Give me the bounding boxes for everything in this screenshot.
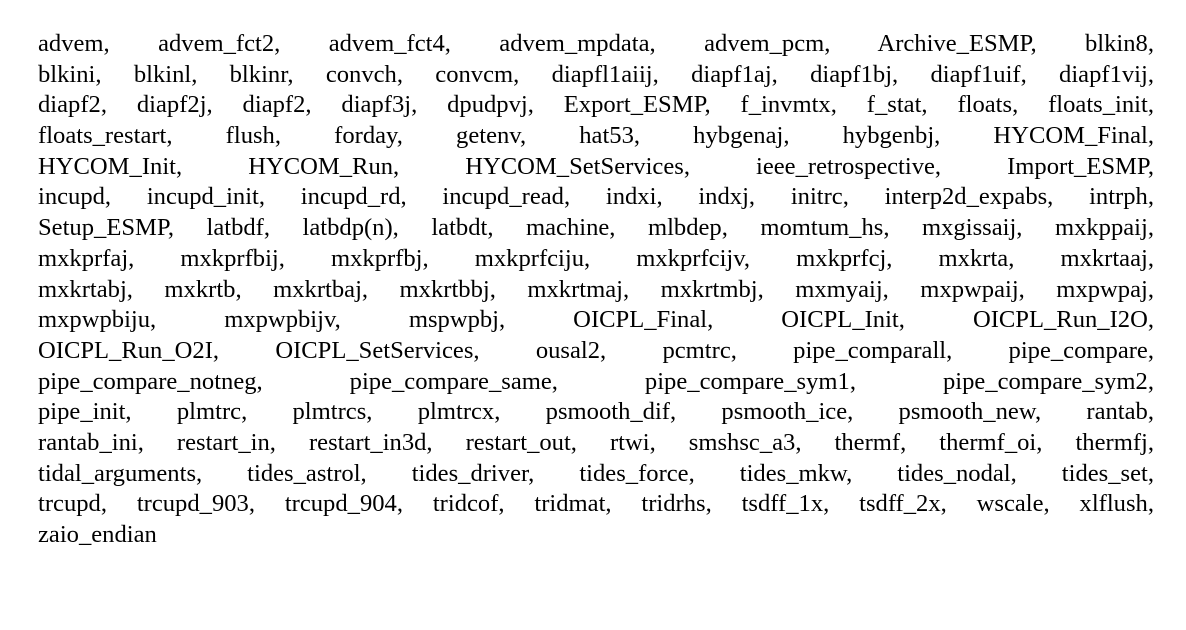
text-line: mxkrtabj, mxkrtb, mxkrtbaj, mxkrtbbj, mx… <box>38 275 1154 303</box>
text-line: OICPL_Run_O2I, OICPL_SetServices, ousal2… <box>38 336 1154 364</box>
text-line: floats_restart, flush, forday, getenv, h… <box>38 122 1154 150</box>
text-line: mxkprfaj, mxkprfbij, mxkprfbj, mxkprfcij… <box>38 244 1154 272</box>
text-line: incupd, incupd_init, incupd_rd, incupd_r… <box>38 183 1154 211</box>
text-line: HYCOM_Init, HYCOM_Run, HYCOM_SetServices… <box>38 152 1154 180</box>
subroutine-list-paragraph: advem, advem_fct2, advem_fct4, advem_mpd… <box>38 29 1154 551</box>
text-line: blkini, blkinl, blkinr, convch, convcm, … <box>38 60 1154 88</box>
text-line: mxpwpbiju, mxpwpbijv, mspwpbj, OICPL_Fin… <box>38 306 1154 334</box>
text-line: advem, advem_fct2, advem_fct4, advem_mpd… <box>38 30 1154 57</box>
text-line: pipe_compare_notneg, pipe_compare_same, … <box>38 367 1154 395</box>
text-line: tidal_arguments, tides_astrol, tides_dri… <box>38 459 1154 487</box>
text-line: Setup_ESMP, latbdf, latbdp(n), latbdt, m… <box>38 214 1154 242</box>
text-line: pipe_init, plmtrc, plmtrcs, plmtrcx, psm… <box>38 398 1154 426</box>
text-line: diapf2, diapf2j, diapf2, diapf3j, dpudpv… <box>38 91 1154 119</box>
text-line: rantab_ini, restart_in, restart_in3d, re… <box>38 428 1154 456</box>
text-line: zaio_endian <box>38 521 157 548</box>
text-line: trcupd, trcupd_903, trcupd_904, tridcof,… <box>38 490 1154 518</box>
